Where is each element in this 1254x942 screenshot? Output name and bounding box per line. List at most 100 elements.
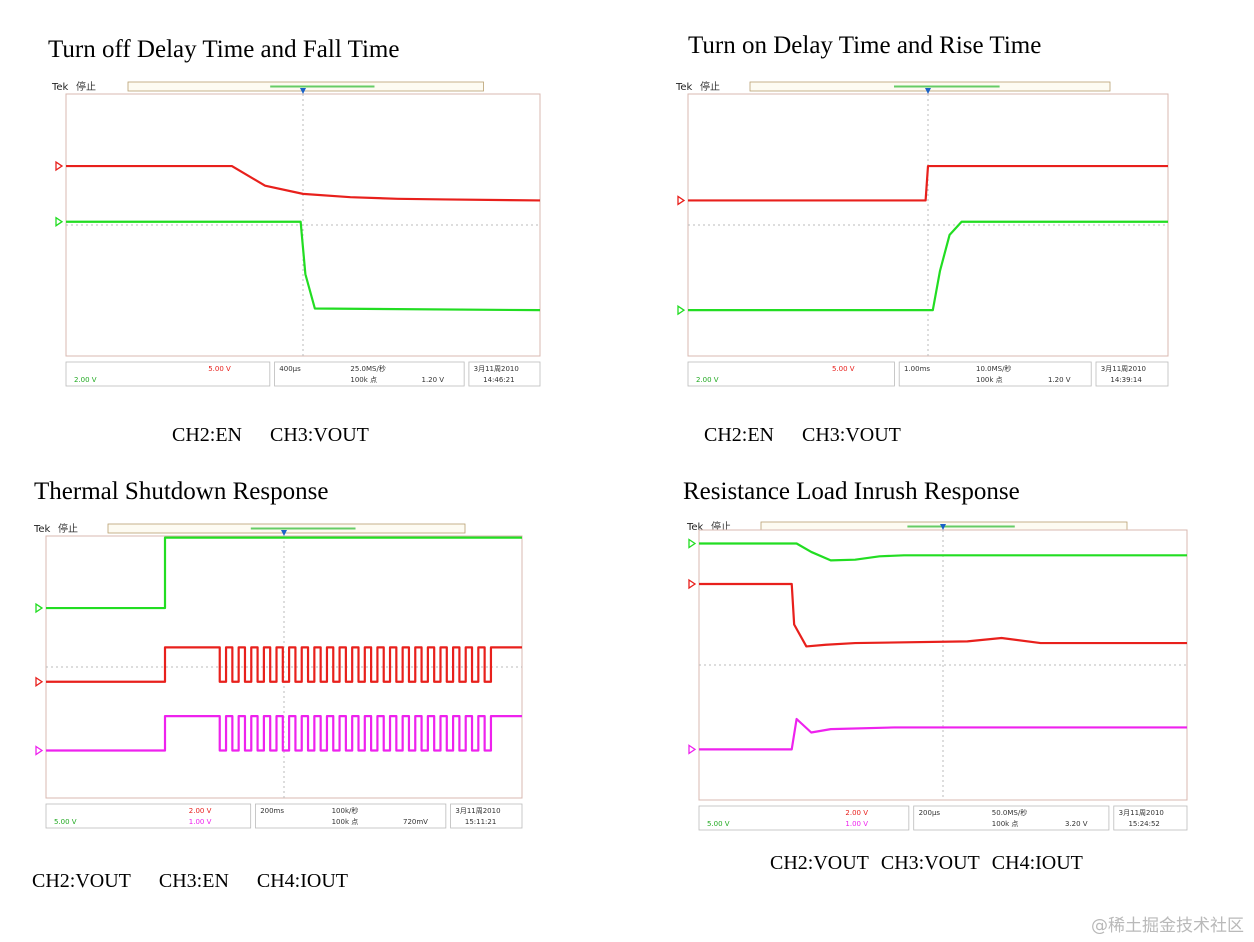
caption-ch2: CH2:EN: [704, 424, 774, 446]
caption-ch3: CH3:EN: [158, 870, 229, 892]
readout-ch-top: 5.00 V: [208, 365, 231, 373]
channel-marker-4: [35, 745, 44, 756]
readout-points: 100k 点: [332, 818, 359, 826]
caption-ch2: CH2:VOUT: [32, 870, 131, 892]
readout-timescale: 1.00ms: [904, 365, 930, 373]
readout-clock: [1113, 805, 1188, 831]
channel-marker-3: [55, 216, 64, 227]
readout-points: 100k 点: [350, 376, 377, 384]
panel-1-title: Turn off Delay Time and Fall Time: [48, 36, 400, 63]
readout-time: 14:46:21: [483, 376, 514, 384]
readout-samplerate: 100k/秒: [332, 806, 359, 815]
readout-ch-bottom: 2.00 V: [74, 376, 97, 384]
caption-ch4: CH4:IOUT: [256, 870, 348, 892]
readout-date: 3月11周2010: [1119, 809, 1164, 817]
trace-ch3-vout: [66, 220, 541, 312]
readout-channels: [698, 805, 910, 831]
trace-ch2-vout: [699, 542, 1187, 562]
scope-brand: Tek: [686, 522, 704, 533]
channel-marker-4: [688, 744, 697, 755]
readout-timebase: [255, 803, 447, 829]
readout-clock: [1095, 361, 1169, 387]
trace-ch2-vout: [46, 536, 522, 610]
panel-1-caption: CH2:EN CH3:VOUT: [172, 424, 397, 447]
readout-timescale: 200μs: [919, 809, 941, 817]
readout-channels: [687, 361, 895, 387]
panel-4-caption: CH2:VOUT CH3:VOUT CH4:IOUT: [770, 852, 1111, 875]
readout-time: 15:11:21: [465, 818, 496, 826]
trace-ch2-en: [66, 164, 541, 202]
readout-date: 3月11周2010: [474, 365, 519, 373]
scope-panel-1: Tek 停止 5.00 V 2.00 V 400μs 25.0MS/秒 100k 点 1.20…: [51, 80, 541, 387]
channel-marker-3: [35, 676, 44, 687]
scope-state: 停止: [76, 80, 96, 93]
readout-ch-bottom: 5.00 V: [54, 818, 77, 826]
caption-ch2: CH2:EN: [172, 424, 242, 446]
scope-brand: Tek: [33, 524, 51, 535]
readout-time: 14:39:14: [1110, 376, 1142, 384]
readout-trigger-level: 1.20 V: [1048, 376, 1071, 384]
readout-date: 3月11周2010: [455, 807, 500, 815]
channel-marker-2: [35, 602, 44, 614]
readout-trigger-level: 1.20 V: [422, 376, 445, 384]
readout-timebase: [913, 805, 1110, 831]
readout-ch-mid: 1.00 V: [189, 818, 212, 826]
readout-clock: [450, 803, 523, 829]
trigger-marker: [300, 88, 306, 94]
readout-channels: [65, 361, 271, 387]
scope-panel-3: Tek 停止 2.00 V 1.00 V 5.00 V 200ms 100k/秒 100k 点…: [33, 522, 523, 829]
readout-ch-bottom: 5.00 V: [707, 820, 730, 828]
readout-time: 15:24:52: [1128, 820, 1159, 828]
trace-ch3-en: [46, 646, 522, 683]
caption-ch2: CH2:VOUT: [770, 852, 869, 874]
channel-marker-2: [688, 538, 697, 549]
readout-samplerate: 50.0MS/秒: [992, 808, 1027, 817]
trace-ch3-vout: [688, 220, 1168, 312]
readout-points: 100k 点: [992, 820, 1019, 828]
readout-timescale: 200ms: [260, 807, 284, 815]
watermark: @稀土掘金技术社区: [1091, 916, 1244, 936]
readout-ch-top: 2.00 V: [189, 807, 212, 815]
readout-ch-top: 2.00 V: [845, 809, 868, 817]
channel-marker-3: [677, 304, 686, 316]
panel-2-title: Turn on Delay Time and Rise Time: [688, 32, 1042, 59]
panel-4-title: Resistance Load Inrush Response: [683, 478, 1020, 505]
caption-ch3: CH3:VOUT: [802, 424, 901, 446]
readout-channels: [45, 803, 252, 829]
panel-2-caption: CH2:EN CH3:VOUT: [704, 424, 929, 447]
channel-marker-2: [677, 195, 686, 206]
readout-clock: [468, 361, 541, 387]
channel-marker-2: [55, 160, 64, 172]
readout-ch-bottom: 2.00 V: [696, 376, 719, 384]
readout-timebase: [898, 361, 1092, 387]
readout-samplerate: 25.0MS/秒: [350, 364, 385, 373]
trace-ch3-vout: [699, 582, 1187, 648]
trigger-marker: [925, 88, 931, 94]
trigger-marker: [940, 524, 946, 530]
scope-panel-2: Tek 停止 5.00 V 2.00 V 1.00ms 10.0MS/秒 100k 点 1.2…: [675, 80, 1169, 387]
scope-state: 停止: [58, 522, 78, 535]
trace-ch4-iout: [46, 715, 522, 752]
readout-samplerate: 10.0MS/秒: [976, 364, 1011, 373]
trigger-marker: [281, 530, 287, 536]
readout-timebase: [274, 361, 465, 387]
readout-trigger-level: 720mV: [403, 818, 428, 826]
scope-brand: Tek: [51, 82, 69, 93]
channel-marker-3: [688, 578, 697, 590]
readout-date: 3月11周2010: [1101, 365, 1146, 373]
panel-3-title: Thermal Shutdown Response: [34, 478, 329, 505]
readout-timescale: 400μs: [279, 365, 301, 373]
readout-ch-mid: 1.00 V: [845, 820, 868, 828]
trace-ch2-en: [688, 164, 1168, 202]
caption-ch3: CH3:VOUT: [270, 424, 369, 446]
readout-trigger-level: 3.20 V: [1065, 820, 1088, 828]
readout-points: 100k 点: [976, 376, 1003, 384]
trace-ch4-iout: [699, 717, 1187, 751]
caption-ch4: CH4:IOUT: [991, 852, 1083, 874]
panel-3-caption: CH2:VOUT CH3:EN CH4:IOUT: [32, 870, 376, 893]
readout-ch-top: 5.00 V: [832, 365, 855, 373]
scope-brand: Tek: [675, 82, 693, 93]
scope-state: 停止: [700, 80, 720, 93]
caption-ch3: CH3:VOUT: [880, 852, 980, 874]
